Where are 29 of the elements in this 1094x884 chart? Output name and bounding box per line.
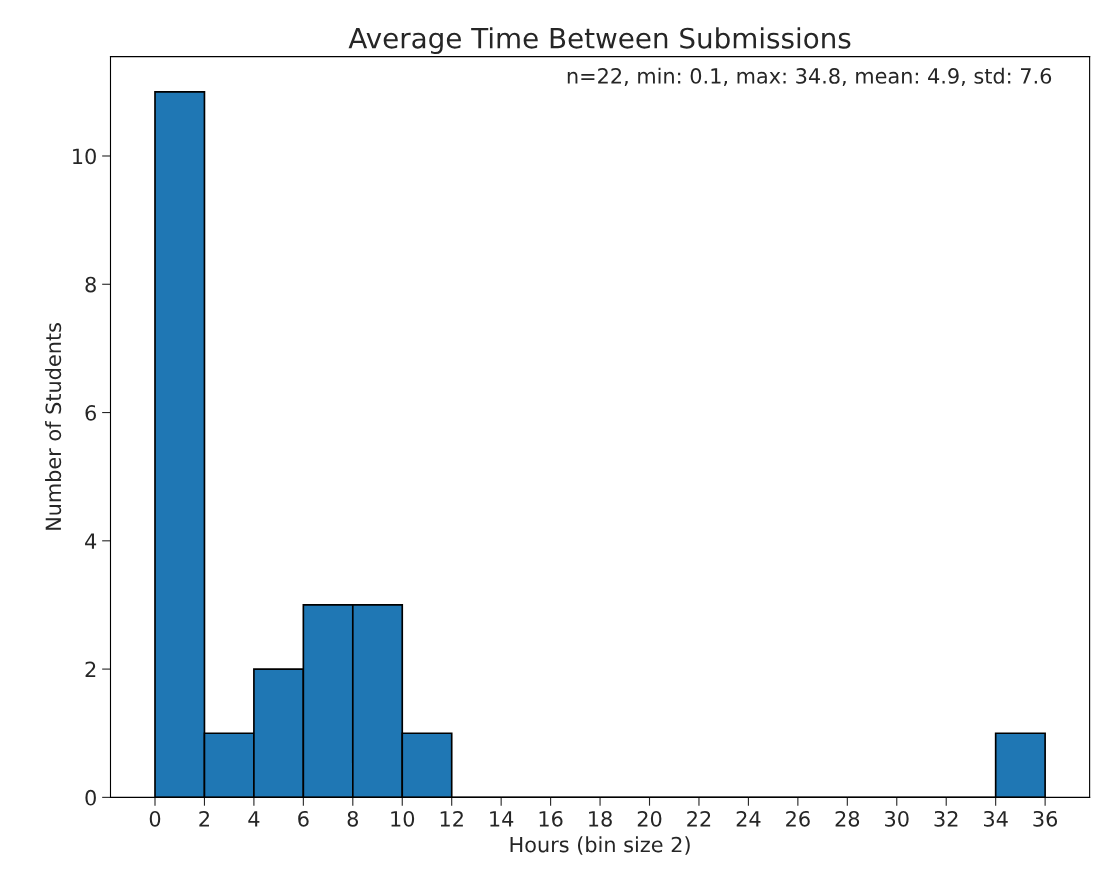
x-tick-label: 16 bbox=[539, 810, 563, 827]
y-axis-title: Number of Students bbox=[45, 323, 62, 530]
x-tick-label: 14 bbox=[490, 811, 514, 827]
x-tick-label: 4 bbox=[248, 811, 260, 827]
y-tick-label: 2 bbox=[85, 661, 96, 678]
x-tick-label: 30 bbox=[885, 810, 909, 827]
x-tick-label: 18 bbox=[589, 810, 612, 827]
chart-title: Average Time Between Submissions bbox=[348, 27, 851, 55]
x-tick-label: 20 bbox=[637, 810, 662, 827]
x-tick-label: 26 bbox=[786, 810, 810, 827]
x-tick-label: 12 bbox=[440, 810, 463, 827]
x-tick-label: 36 bbox=[1033, 810, 1058, 827]
x-tick-label: 0 bbox=[149, 810, 161, 827]
x-axis-title: Hours (bin size 2) bbox=[510, 836, 690, 855]
x-tick-label: 22 bbox=[687, 810, 711, 827]
y-tick-label: 4 bbox=[85, 533, 97, 549]
annotation: n=22, min: 0.1, max: 34.8, mean: 4.9, std: 7.6 bbox=[567, 67, 1052, 86]
x-tick-label: 28 bbox=[835, 810, 860, 827]
x-tick-label: 24 bbox=[736, 810, 761, 827]
x-tick-label: 8 bbox=[347, 810, 359, 827]
x-tick-label: 34 bbox=[984, 810, 1008, 827]
x-tick-label: 32 bbox=[934, 810, 958, 827]
x-tick-label: 10 bbox=[391, 810, 415, 827]
y-tick-label: 8 bbox=[85, 276, 96, 293]
x-tick-label: 6 bbox=[298, 810, 309, 827]
y-tick-label: 6 bbox=[85, 404, 96, 421]
y-tick-label: 10 bbox=[73, 148, 96, 165]
x-tick-label: 2 bbox=[199, 810, 209, 827]
y-tick-label: 0 bbox=[85, 789, 96, 806]
